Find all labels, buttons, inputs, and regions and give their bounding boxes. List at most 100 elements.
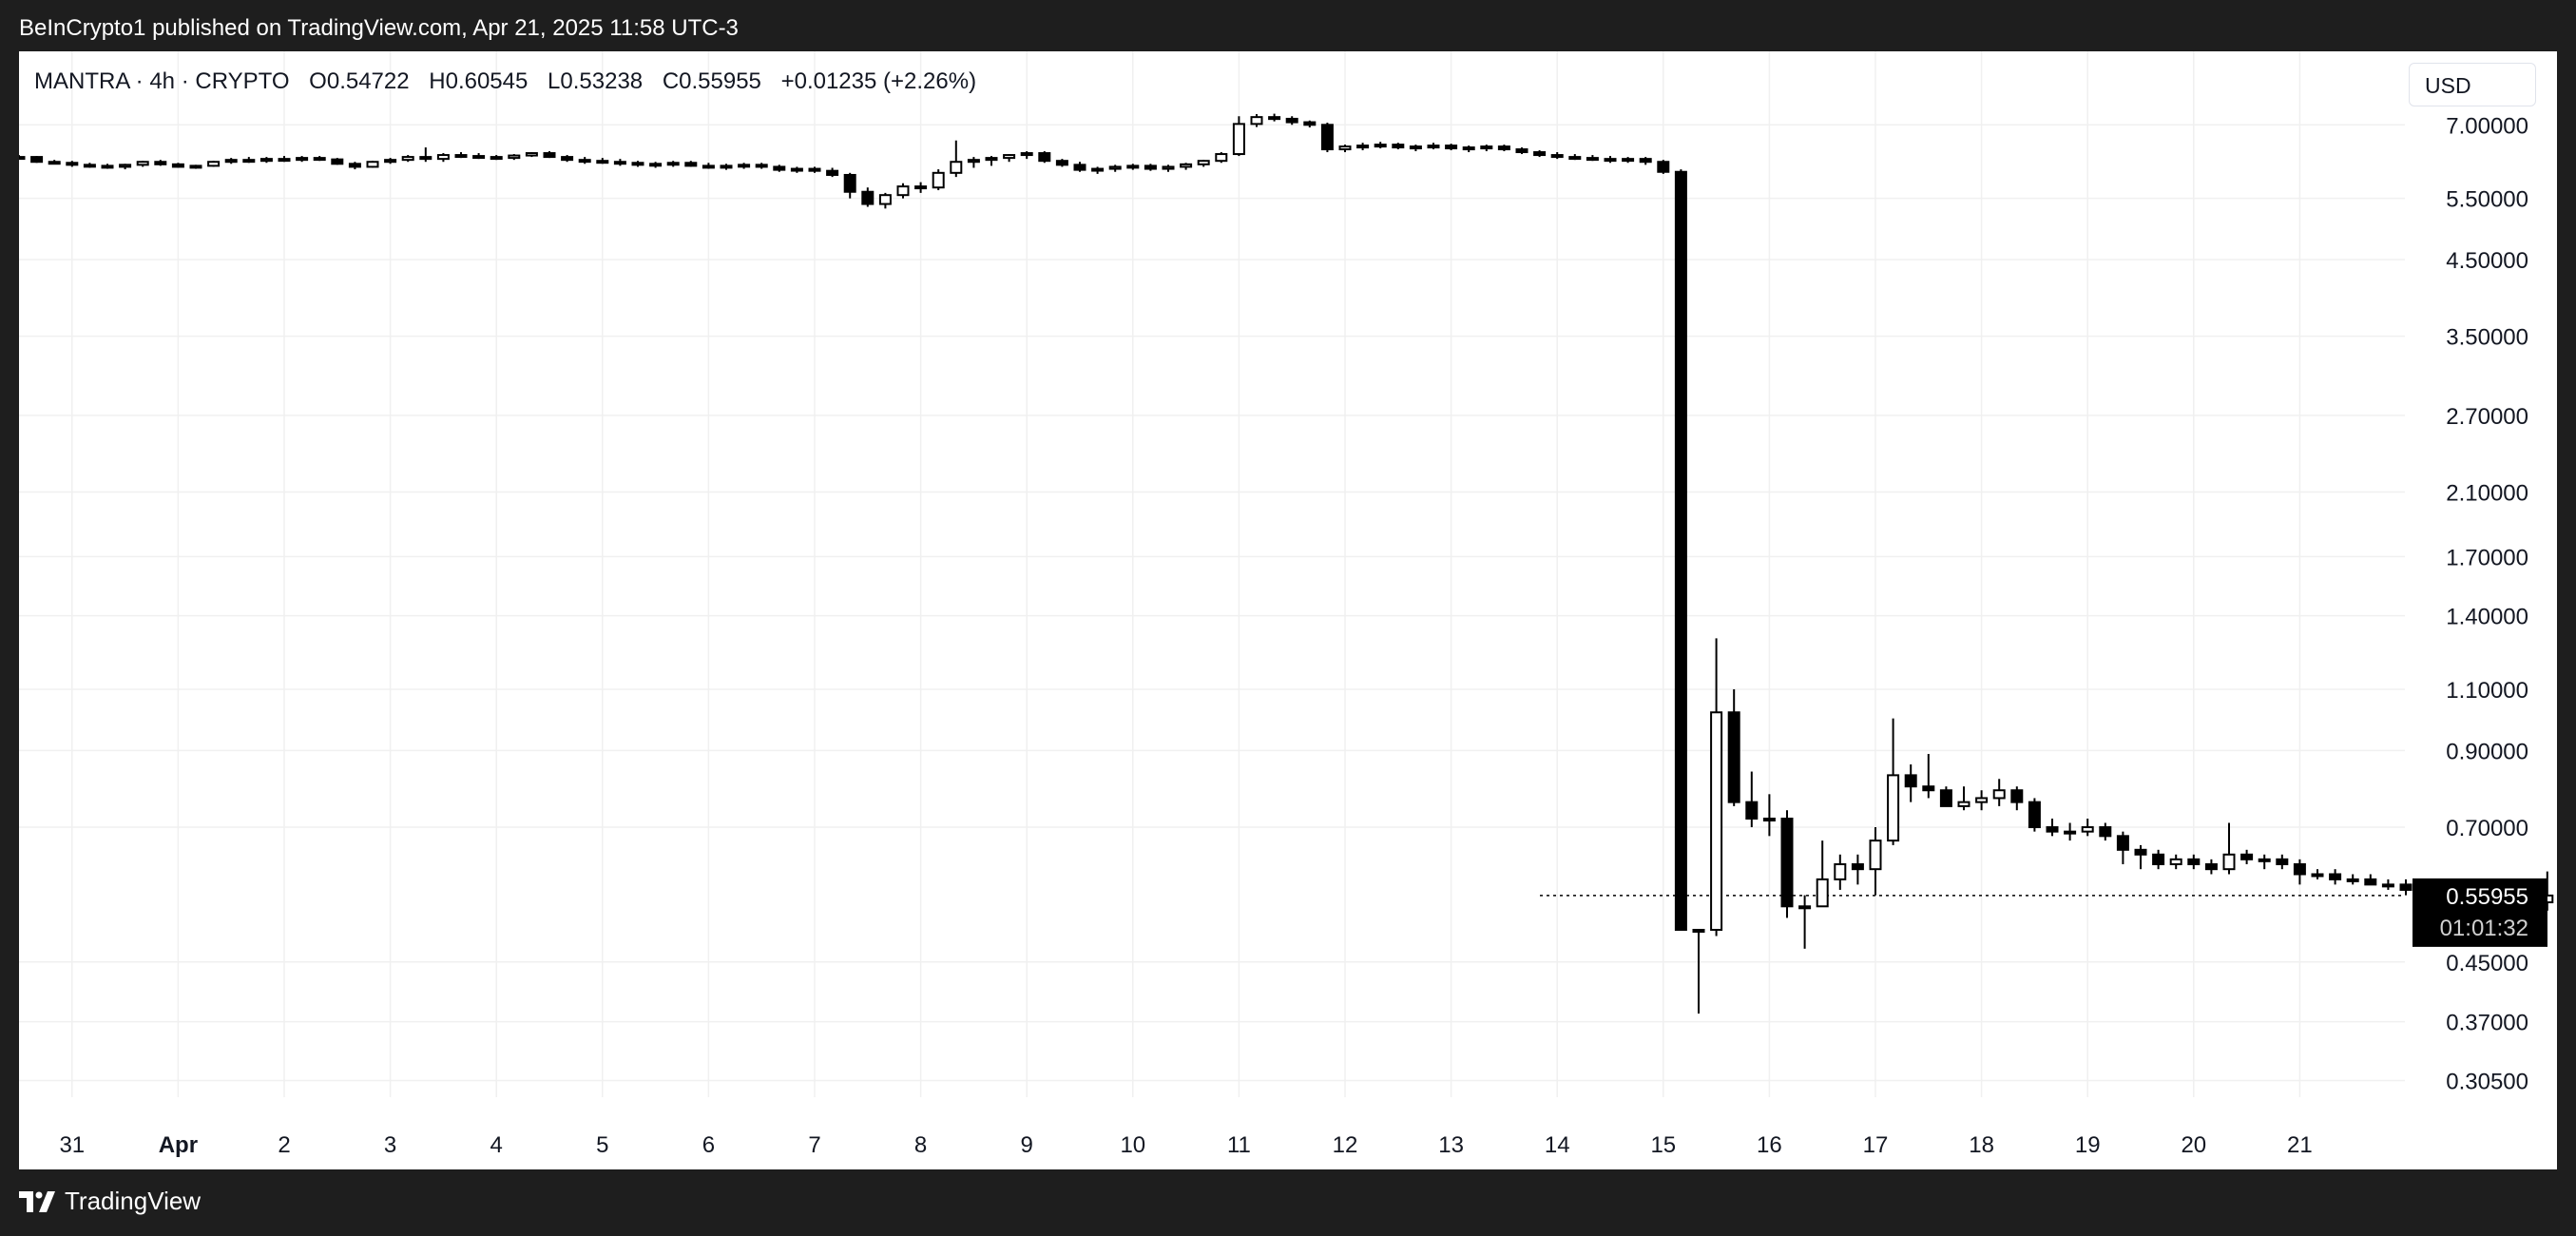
y-tick-label: 2.70000 [2446, 404, 2528, 430]
currency-button[interactable]: USD [2409, 63, 2536, 106]
candle-body [1692, 928, 1705, 933]
candle-body [702, 164, 715, 169]
candle-body [1745, 801, 1759, 820]
x-tick-label: 4 [490, 1132, 503, 1158]
candle-body [755, 164, 768, 168]
x-tick-label: 11 [1227, 1132, 1251, 1158]
candle-body [1392, 144, 1405, 149]
candle-body [1922, 785, 1935, 792]
candle-body [1869, 840, 1882, 871]
candle-body [1091, 167, 1105, 172]
candle-body [2293, 862, 2306, 876]
change-value: +0.01235 (+2.26%) [780, 68, 977, 94]
grid-layer [19, 51, 2405, 1097]
y-tick-label: 0.90000 [2446, 739, 2528, 764]
footer: TradingView [0, 1169, 2576, 1236]
candle-body [48, 161, 61, 165]
x-tick-label: 15 [1650, 1132, 1676, 1158]
candle-body [2081, 826, 2094, 833]
candle-body [2346, 878, 2359, 882]
candle-body [1957, 801, 1970, 807]
candle-body [1374, 144, 1387, 148]
candle-body [66, 162, 79, 166]
candle-body [843, 173, 856, 193]
candle-body [2028, 801, 2041, 829]
candle-body [1445, 145, 1458, 150]
y-tick-label: 1.10000 [2446, 678, 2528, 704]
candle-body [1427, 145, 1440, 149]
candle-body [1710, 711, 1723, 931]
close-value: C0.55955 [662, 68, 761, 94]
candle-body [189, 164, 202, 169]
candle-body [826, 169, 839, 176]
candle-body [2364, 878, 2377, 886]
candlestick-chart[interactable]: 7.00000 5.50000 4.50000 3.50000 2.70000 2.100… [19, 51, 2557, 1169]
candle-body [83, 164, 96, 168]
candle-body [436, 154, 450, 161]
candle-body [1232, 123, 1245, 156]
candle-body [1320, 124, 1334, 151]
candle-body [1180, 163, 1193, 168]
candle-body [1550, 154, 1564, 159]
candle-body [967, 159, 980, 164]
chart-area[interactable]: 7.00000 5.50000 4.50000 3.50000 2.70000 2.100… [19, 51, 2557, 1169]
candle-body [1639, 158, 1652, 164]
candle-body [578, 159, 591, 164]
candle-body [1285, 117, 1298, 124]
candle-body [1515, 148, 1528, 154]
last-price-label: 0.55955 [2446, 884, 2528, 910]
candle-body [2187, 858, 2201, 865]
countdown-label: 01:01:32 [2440, 916, 2528, 941]
candle-body [1480, 145, 1493, 150]
candle-body [914, 185, 928, 190]
x-tick-label: 14 [1545, 1132, 1570, 1158]
candle-body [2381, 883, 2394, 888]
candle-body [613, 161, 626, 165]
candle-body [1851, 862, 1864, 871]
candle-body [1055, 160, 1068, 166]
candle-body [932, 171, 945, 189]
x-tick-label: 31 [59, 1132, 85, 1158]
x-tick-label: 10 [1120, 1132, 1145, 1158]
candle-body [1604, 158, 1617, 163]
candle-body [2329, 873, 2342, 880]
candle-body [2152, 853, 2165, 865]
candle-body [508, 154, 521, 160]
candle-body [596, 160, 609, 164]
y-tick-label: 5.50000 [2446, 187, 2528, 213]
tradingview-logo[interactable]: TradingView [19, 1187, 201, 1216]
x-tick-label: 9 [1021, 1132, 1033, 1158]
y-tick-label: 1.40000 [2446, 605, 2528, 630]
candle-body [1126, 164, 1140, 169]
candle-body [720, 164, 733, 169]
symbol-label[interactable]: MANTRA · 4h · CRYPTO [34, 68, 290, 94]
candle-body [2169, 858, 2182, 865]
candle-body [525, 152, 538, 157]
candle-body [171, 163, 184, 168]
candle-body [1904, 774, 1917, 788]
tradingview-logo-icon [19, 1190, 55, 1212]
candle-body [1144, 164, 1157, 170]
candle-body [1038, 152, 1051, 163]
y-tick-label: 1.70000 [2446, 545, 2528, 570]
y-tick-label: 0.45000 [2446, 951, 2528, 976]
candle-body [136, 161, 149, 166]
candle-body [2010, 789, 2024, 803]
y-tick-label: 0.37000 [2446, 1011, 2528, 1036]
candle-body [1020, 152, 1033, 157]
candle-body [260, 158, 273, 163]
candle-body [1586, 157, 1599, 162]
candle-body [454, 154, 468, 159]
candle-body [1338, 145, 1352, 151]
candle-body [1197, 160, 1210, 165]
candle-body [1780, 817, 1794, 908]
candle-body [472, 155, 486, 160]
last-price-tag [2413, 878, 2547, 947]
candle-body [366, 161, 379, 168]
candle-body [1409, 145, 1422, 150]
published-text: BeInCrypto1 published on TradingView.com… [19, 15, 739, 41]
candle-body [1356, 145, 1370, 149]
x-tick-label: 12 [1333, 1132, 1358, 1158]
y-tick-label: 2.10000 [2446, 481, 2528, 507]
candle-body [1674, 170, 1687, 931]
